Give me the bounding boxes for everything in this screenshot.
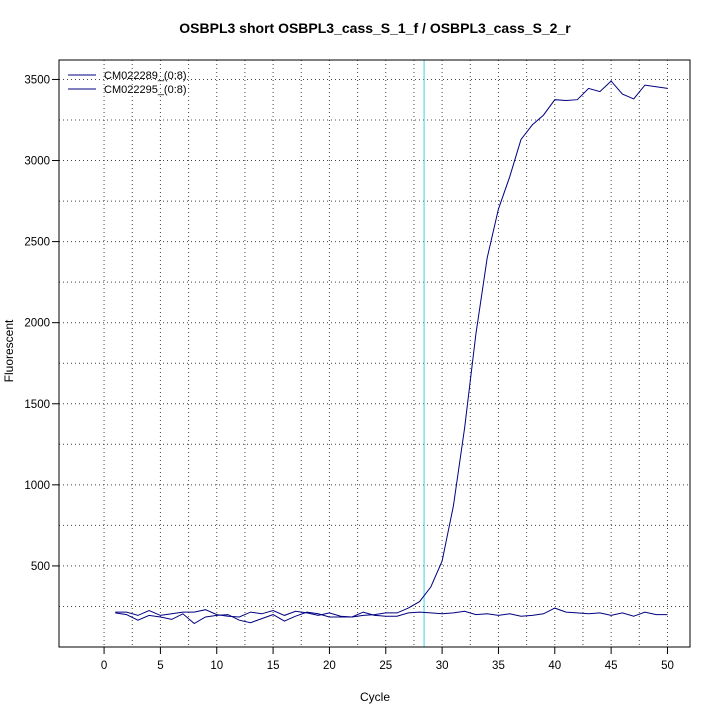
x-axis: 0 5 10 15 20 25 30 35 40 45 50 bbox=[101, 646, 674, 672]
series-line-1 bbox=[115, 80, 668, 625]
y-tick-label: 3500 bbox=[24, 74, 50, 86]
plot-frame bbox=[58, 59, 691, 648]
x-tick-label: 10 bbox=[210, 660, 223, 672]
legend: CM022289_(0:8) CM022295_(0:8) bbox=[68, 70, 187, 96]
chart-title: OSBPL3 short OSBPL3_cass_S_1_f / OSBPL3_… bbox=[179, 20, 571, 36]
x-tick-label: 50 bbox=[661, 660, 674, 672]
y-tick-label: 1500 bbox=[24, 399, 50, 411]
grid-lines bbox=[59, 60, 690, 647]
x-tick-label: 5 bbox=[157, 660, 163, 672]
series-layer bbox=[115, 80, 668, 625]
y-tick-label: 3000 bbox=[24, 156, 50, 168]
y-axis-label: Fluorescent bbox=[2, 319, 16, 382]
x-axis-label: Cycle bbox=[360, 690, 390, 704]
series-line-2 bbox=[115, 607, 668, 618]
x-tick-label: 20 bbox=[323, 660, 336, 672]
legend-label: CM022289_(0:8) bbox=[104, 70, 187, 82]
x-tick-label: 35 bbox=[492, 660, 505, 672]
y-tick-label: 2500 bbox=[24, 237, 50, 249]
x-tick-label: 30 bbox=[436, 660, 449, 672]
x-tick-label: 25 bbox=[379, 660, 392, 672]
x-tick-label: 15 bbox=[267, 660, 280, 672]
y-axis: 500 1000 1500 2000 2500 3000 3500 bbox=[24, 74, 60, 573]
x-tick-label: 0 bbox=[101, 660, 107, 672]
legend-label: CM022295_(0:8) bbox=[104, 84, 187, 96]
y-tick-label: 2000 bbox=[24, 318, 50, 330]
y-tick-label: 1000 bbox=[24, 480, 50, 492]
x-tick-label: 45 bbox=[605, 660, 618, 672]
x-tick-label: 40 bbox=[548, 660, 561, 672]
y-tick-label: 500 bbox=[31, 561, 50, 573]
